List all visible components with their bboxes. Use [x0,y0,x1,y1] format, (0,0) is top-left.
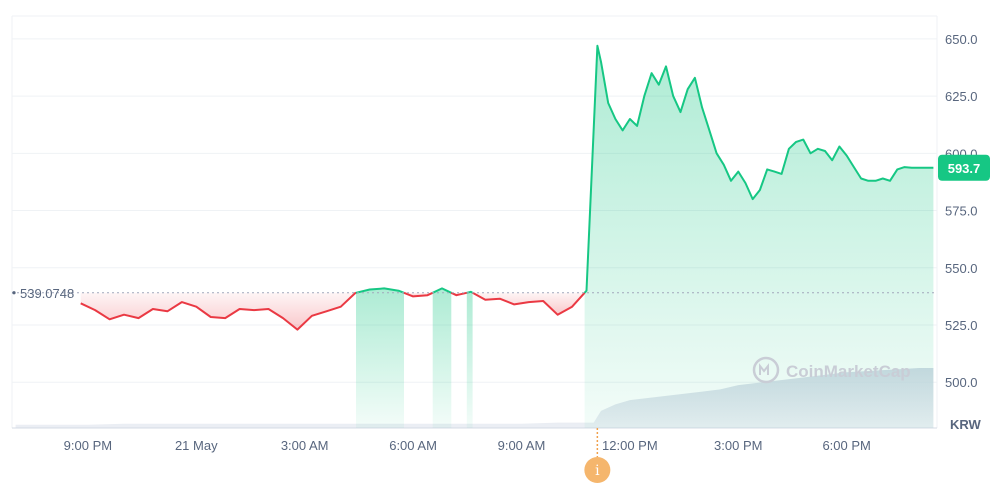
price-line-up [355,287,405,294]
x-tick-label: 12:00 PM [602,438,658,453]
x-tick-label: 6:00 PM [822,438,870,453]
price-area-up [356,288,404,428]
x-tick-label: 3:00 AM [281,438,329,453]
price-line-down [80,291,357,331]
x-tick-label: 21 May [175,438,218,453]
price-area-up [466,291,473,428]
y-tick-label: 500.0 [945,375,978,390]
y-tick-label: 550.0 [945,261,978,276]
price-line-up [583,44,934,294]
price-area-up [584,45,934,429]
event-info-icon[interactable] [584,457,611,483]
y-tick-label: 650.0 [945,32,978,47]
y-tick-label: 575.0 [945,204,978,219]
price-line-down [450,291,468,297]
x-tick-label: 3:00 PM [714,438,762,453]
x-tick-label: 6:00 AM [389,438,437,453]
event-info-glyph: i [595,463,600,479]
price-area-down [472,292,585,315]
x-tick-label: 9:00 PM [64,438,112,453]
watermark: CoinMarketCap [752,356,911,384]
currency-label: KRW [950,417,982,432]
y-tick-label: 625.0 [945,89,978,104]
coinmarketcap-logo-icon [752,356,780,384]
coinmarketcap-logo-mark [759,363,769,375]
price-area-down [80,292,356,330]
current-price-badge [938,154,990,181]
current-price-label: 593.7 [948,161,981,176]
price-line-down [472,291,586,316]
watermark-text: CoinMarketCap [786,362,911,381]
y-tick-label: 525.0 [945,318,978,333]
baseline-dot [12,291,16,295]
price-area-up [432,288,452,428]
x-tick-label: 9:00 AM [498,438,546,453]
price-line-down [403,291,434,298]
price-line-up [432,287,452,294]
baseline-value-label: 539.0748 [20,286,74,301]
